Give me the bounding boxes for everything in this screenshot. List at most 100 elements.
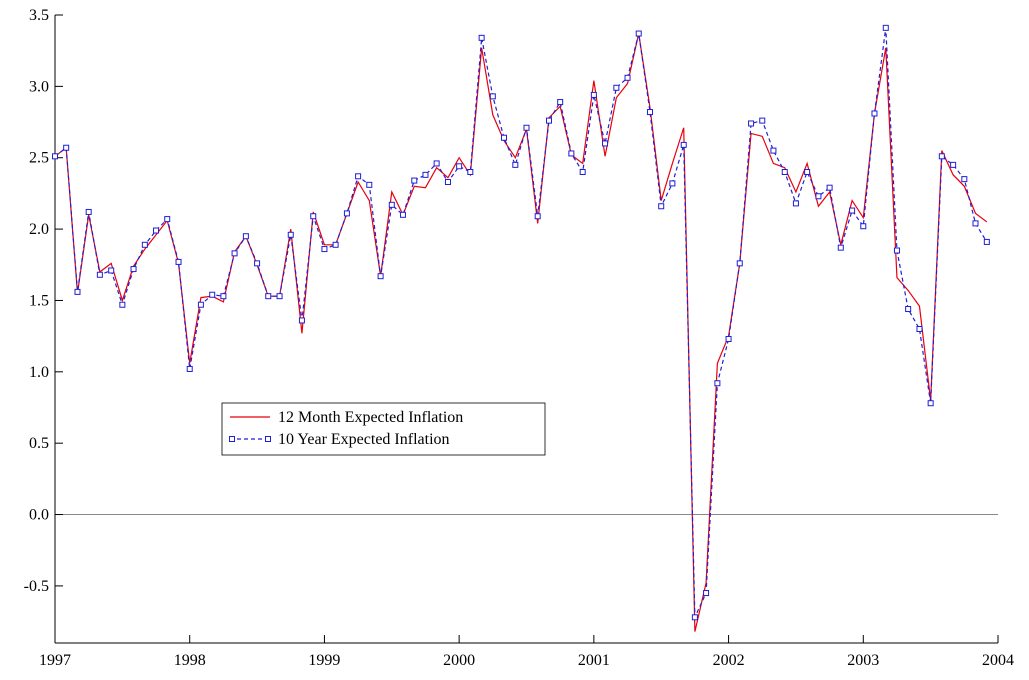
legend-marker — [265, 436, 271, 442]
marker — [871, 110, 878, 117]
marker — [108, 267, 115, 274]
marker — [478, 34, 485, 41]
marker — [860, 223, 867, 230]
marker — [85, 208, 92, 215]
series-line — [54, 27, 988, 618]
marker — [444, 178, 451, 185]
y-tick-label: 2.5 — [29, 150, 49, 167]
x-tick-label: 1998 — [174, 652, 206, 669]
marker — [647, 109, 654, 116]
marker — [950, 161, 957, 168]
marker — [74, 288, 81, 295]
marker — [141, 241, 148, 248]
marker — [298, 317, 305, 324]
marker — [119, 301, 126, 308]
marker — [916, 326, 923, 332]
marker — [287, 231, 294, 238]
marker — [703, 590, 710, 597]
marker — [242, 233, 249, 240]
marker — [399, 211, 406, 218]
marker — [209, 291, 216, 298]
x-tick-label: 1997 — [39, 652, 71, 669]
marker — [355, 173, 362, 180]
y-tick-label: 0.0 — [29, 507, 49, 524]
marker — [669, 180, 676, 187]
marker — [175, 258, 182, 265]
y-tick-label: 3.0 — [29, 78, 49, 95]
marker — [254, 260, 261, 267]
marker — [220, 293, 227, 300]
marker — [467, 169, 474, 175]
marker — [96, 271, 103, 278]
y-tick-label: 1.5 — [29, 292, 49, 309]
marker — [489, 93, 496, 100]
marker — [63, 144, 70, 151]
marker — [714, 380, 721, 387]
marker — [265, 293, 272, 300]
marker — [781, 169, 788, 175]
marker — [837, 244, 844, 251]
marker — [624, 74, 631, 81]
x-tick-label: 2001 — [578, 652, 610, 669]
legend-box — [221, 402, 546, 456]
marker — [905, 306, 912, 313]
x-tick-label: 2003 — [847, 652, 879, 669]
marker — [602, 140, 609, 147]
marker — [456, 163, 463, 170]
marker — [635, 30, 642, 37]
marker — [927, 400, 934, 407]
marker — [231, 250, 238, 257]
marker — [691, 614, 698, 621]
marker — [792, 200, 799, 207]
marker — [433, 160, 440, 167]
marker — [961, 176, 968, 183]
legend-label: 10 Year Expected Inflation — [278, 431, 450, 448]
marker — [680, 141, 687, 148]
marker — [826, 184, 833, 191]
marker — [815, 193, 822, 200]
marker — [52, 153, 58, 160]
marker — [388, 201, 395, 208]
marker — [332, 241, 339, 248]
y-tick-label: 3.5 — [29, 7, 49, 24]
marker — [534, 213, 541, 220]
marker — [579, 169, 586, 175]
marker — [153, 227, 160, 234]
marker — [164, 216, 171, 223]
marker — [130, 266, 137, 273]
marker — [343, 210, 350, 217]
marker — [422, 171, 429, 178]
legend-marker — [229, 436, 235, 442]
x-tick-label: 2004 — [982, 652, 1014, 669]
marker — [377, 273, 384, 280]
marker — [197, 301, 204, 308]
marker — [759, 117, 766, 124]
marker — [748, 120, 755, 127]
marker — [321, 246, 328, 253]
marker — [545, 117, 552, 124]
marker — [736, 260, 743, 267]
marker — [983, 238, 990, 245]
marker — [849, 207, 856, 214]
marker — [523, 124, 530, 131]
marker — [366, 181, 373, 188]
marker — [770, 147, 777, 154]
marker — [310, 213, 317, 220]
marker — [276, 293, 283, 300]
y-tick-label: 0.5 — [29, 435, 49, 452]
x-tick-label: 1999 — [308, 652, 340, 669]
series-line — [54, 33, 988, 632]
marker — [512, 161, 519, 168]
marker — [804, 169, 811, 175]
legend-label: 12 Month Expected Inflation — [278, 409, 463, 426]
y-tick-label: 2.0 — [29, 221, 49, 238]
marker — [893, 247, 900, 254]
marker — [501, 134, 508, 141]
marker — [882, 24, 889, 31]
marker — [613, 84, 620, 91]
marker — [972, 220, 979, 227]
marker — [411, 177, 418, 184]
marker — [590, 91, 597, 98]
